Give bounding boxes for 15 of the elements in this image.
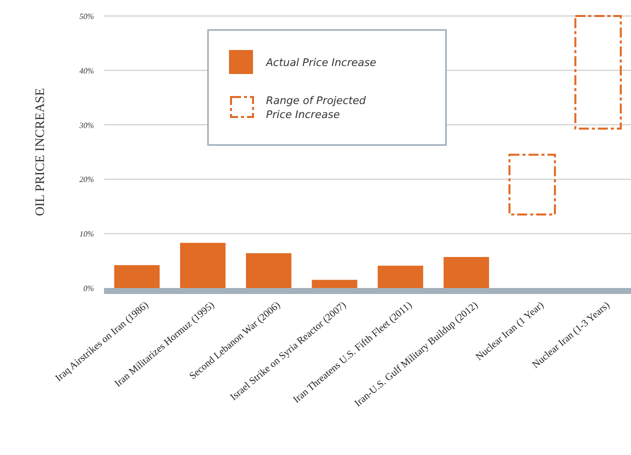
bar (114, 265, 160, 288)
y-axis-title: OIL PRICE INCREASE (32, 88, 47, 216)
bar (312, 280, 358, 288)
y-tick-label: 30% (78, 120, 94, 130)
legend-label: Actual Price Increase (265, 57, 376, 69)
y-tick-label: 40% (79, 66, 94, 76)
y-tick-label: 20% (79, 175, 94, 184)
bar (180, 242, 226, 288)
bar (246, 253, 292, 288)
bar (444, 256, 490, 288)
bar (378, 266, 424, 288)
y-tick-label: 50% (79, 12, 94, 21)
y-tick-label: 10% (79, 230, 94, 239)
legend-label: Range of Projected Price Increase (266, 95, 366, 121)
y-tick-label: 0% (83, 284, 94, 293)
